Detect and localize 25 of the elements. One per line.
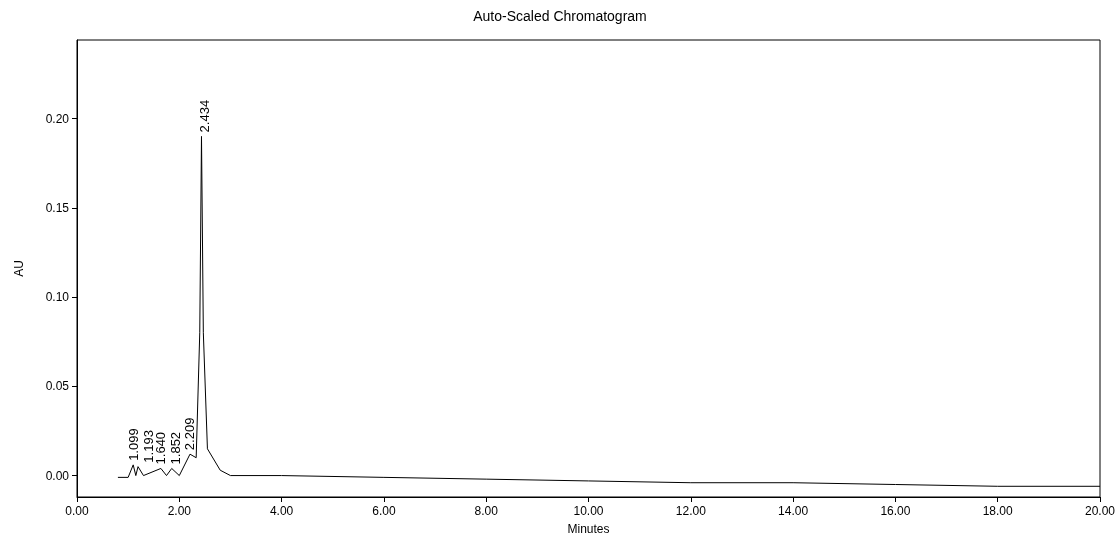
x-tick-label: 0.00 <box>65 504 89 518</box>
y-tick-label: 0.05 <box>45 379 70 394</box>
x-tick-label: 4.00 <box>269 504 294 518</box>
annotation: 1.099 <box>125 428 141 461</box>
y-tick-label: 0.10 <box>45 290 70 305</box>
x-axis-title: Minutes <box>567 522 610 536</box>
annotation: 1.640 <box>153 431 169 465</box>
x-tick-label: 16.00 <box>880 504 911 518</box>
y-tick-label: 0.15 <box>45 200 70 215</box>
x-tick-label: 20.00 <box>1084 504 1116 518</box>
y-tick-label: 0.00 <box>45 468 70 483</box>
annotation: 2.434 <box>197 99 213 133</box>
x-tick-label: 18.00 <box>982 504 1014 518</box>
x-tick-label: 12.00 <box>675 504 707 518</box>
x-tick-label: 8.00 <box>474 504 499 518</box>
annotation: 1.852 <box>168 431 184 465</box>
x-tick-label: 2.00 <box>167 504 192 518</box>
y-tick-label: 0.20 <box>45 111 70 126</box>
x-tick-label: 14.00 <box>778 504 809 518</box>
x-tick-label: 6.00 <box>372 504 396 518</box>
chart-title: Auto-Scaled Chromatogram <box>473 8 647 24</box>
annotation: 2.209 <box>182 417 198 451</box>
y-axis-title: AU <box>12 260 26 277</box>
annotation: 1.193 <box>140 430 156 463</box>
x-tick-label: 10.00 <box>573 504 604 518</box>
